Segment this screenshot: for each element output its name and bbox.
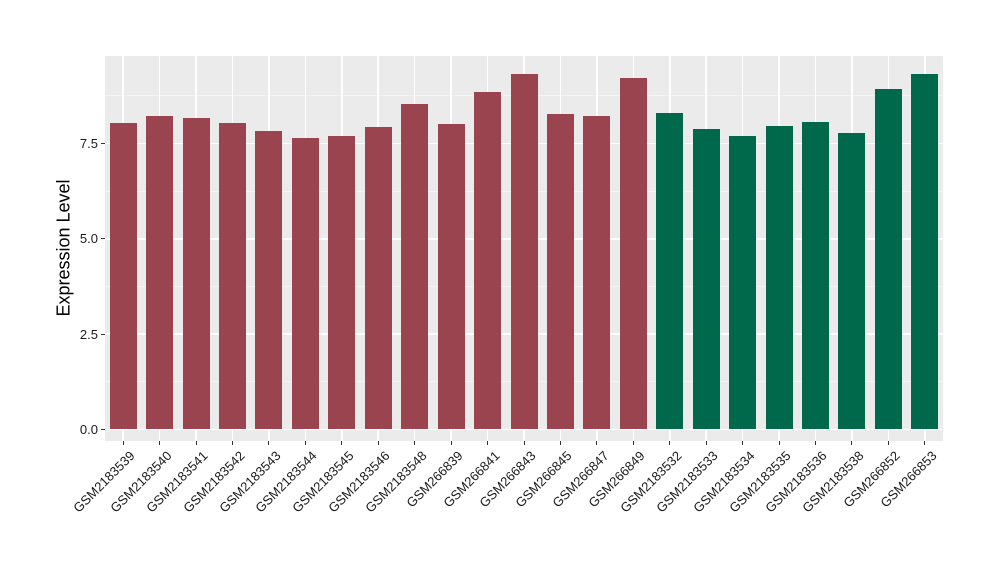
bar bbox=[219, 122, 247, 430]
bar bbox=[474, 91, 502, 430]
bar bbox=[874, 89, 902, 430]
bar bbox=[182, 117, 210, 430]
bar bbox=[911, 73, 939, 430]
bar bbox=[619, 78, 647, 430]
y-tick-mark bbox=[101, 429, 105, 430]
y-axis-title: Expression Level bbox=[53, 179, 74, 317]
x-tick-mark bbox=[596, 441, 598, 445]
x-tick-mark bbox=[559, 441, 561, 445]
bar bbox=[838, 132, 866, 430]
bar bbox=[328, 135, 356, 430]
bar bbox=[801, 121, 829, 430]
bar bbox=[255, 131, 283, 430]
x-tick-mark bbox=[341, 441, 343, 445]
bar bbox=[364, 126, 392, 430]
bar bbox=[729, 136, 757, 430]
x-tick-mark bbox=[159, 441, 161, 445]
y-tick-mark bbox=[101, 238, 105, 240]
x-tick-mark bbox=[232, 441, 234, 445]
bar bbox=[583, 116, 611, 430]
bar bbox=[546, 114, 574, 430]
y-tick-label: 2.5 bbox=[79, 326, 98, 342]
bar bbox=[510, 73, 538, 430]
x-tick-mark bbox=[523, 441, 525, 445]
x-tick-mark bbox=[669, 441, 671, 445]
bar bbox=[656, 113, 684, 430]
x-tick-mark bbox=[632, 441, 634, 445]
bar bbox=[692, 129, 720, 430]
x-tick-mark bbox=[851, 441, 853, 445]
x-tick-mark bbox=[195, 441, 197, 445]
y-tick-label: 7.5 bbox=[79, 136, 98, 152]
bar bbox=[109, 122, 137, 430]
x-tick-mark bbox=[377, 441, 379, 445]
plot-panel bbox=[105, 56, 943, 441]
y-tick-mark bbox=[101, 143, 105, 145]
y-tick-label: 5.0 bbox=[79, 231, 98, 247]
x-tick-mark bbox=[924, 441, 926, 445]
y-tick-label: 0.0 bbox=[79, 422, 98, 437]
x-tick-mark bbox=[742, 441, 744, 445]
x-tick-mark bbox=[414, 441, 416, 445]
x-tick-mark bbox=[304, 441, 306, 445]
bar bbox=[401, 104, 429, 430]
bar bbox=[437, 124, 465, 430]
y-tick-mark bbox=[101, 333, 105, 335]
bar bbox=[146, 116, 174, 430]
x-tick-mark bbox=[778, 441, 780, 445]
bar bbox=[291, 138, 319, 430]
x-tick-mark bbox=[814, 441, 816, 445]
x-tick-mark bbox=[450, 441, 452, 445]
x-tick-mark bbox=[705, 441, 707, 445]
x-tick-mark bbox=[487, 441, 489, 445]
x-tick-mark bbox=[268, 441, 270, 445]
bar bbox=[765, 126, 793, 430]
x-tick-mark bbox=[122, 441, 124, 445]
x-tick-mark bbox=[887, 441, 889, 445]
